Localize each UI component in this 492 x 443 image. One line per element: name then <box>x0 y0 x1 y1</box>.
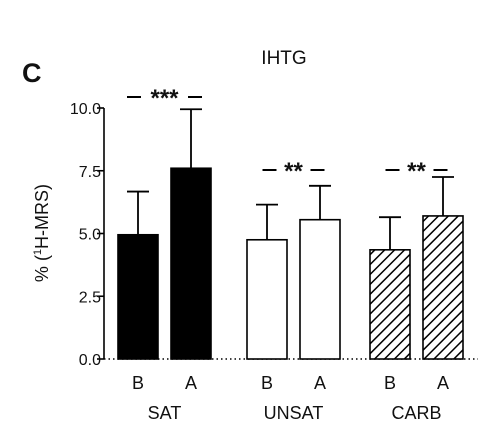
y-tick-label: 7.5 <box>79 164 101 181</box>
axes: 0.0 2.5 5.0 7.5 10.0 <box>70 101 478 369</box>
bar-label: B <box>261 373 273 393</box>
bar-label: B <box>132 373 144 393</box>
group-label: SAT <box>148 403 182 423</box>
significance-marker: *** <box>150 85 179 112</box>
y-tick-label: 5.0 <box>79 227 101 244</box>
chart-title: IHTG <box>261 48 306 69</box>
bar-label: A <box>185 373 197 393</box>
y-axis-label: % (1H-MRS) <box>32 184 52 282</box>
bar-sat-b <box>117 233 159 360</box>
bar-sat-a <box>170 167 212 360</box>
bar-label: A <box>437 373 449 393</box>
y-tick-label: 0.0 <box>79 352 101 369</box>
y-tick-label: 2.5 <box>79 289 101 306</box>
bar-label: A <box>314 373 326 393</box>
bar-carb-a <box>422 215 464 360</box>
significance-marker: ** <box>284 158 303 185</box>
bar-unsat-a <box>299 218 341 360</box>
panel-label: C <box>22 58 42 88</box>
significance-marker: ** <box>407 158 426 185</box>
bar-label: B <box>384 373 396 393</box>
y-tick-label: 10.0 <box>70 101 101 118</box>
bars <box>117 108 464 360</box>
group-label: CARB <box>391 403 441 423</box>
group-label: UNSAT <box>264 403 324 423</box>
bar-carb-b <box>369 249 411 360</box>
bar-unsat-b <box>246 238 288 360</box>
